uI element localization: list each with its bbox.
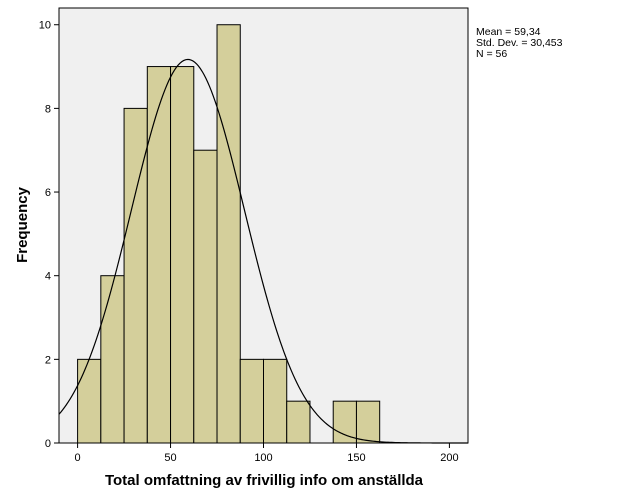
histogram-bar — [216, 24, 241, 444]
histogram-bar — [77, 358, 102, 444]
x-tick-label: 150 — [347, 452, 365, 464]
stats-n: N = 56 — [476, 48, 507, 60]
y-tick-label: 0 — [45, 438, 51, 450]
x-tick-label: 0 — [75, 452, 81, 464]
bars-layer — [77, 24, 381, 444]
stats-box: Mean = 59,34 Std. Dev. = 30,453 N = 56 — [476, 26, 563, 60]
y-tick-label: 8 — [45, 103, 51, 115]
y-tick-label: 10 — [39, 20, 51, 32]
x-tick-label: 50 — [164, 452, 176, 464]
histogram-bar — [193, 149, 218, 444]
histogram-bar — [355, 400, 381, 444]
histogram-bar — [239, 358, 265, 444]
histogram-bar — [286, 400, 311, 444]
histogram-bar — [170, 66, 195, 444]
y-axis: 0 2 4 6 8 10 — [39, 20, 59, 450]
y-tick-label: 4 — [45, 271, 51, 283]
histogram-bar — [263, 358, 288, 444]
histogram-bar — [146, 66, 172, 444]
x-axis-title: Total omfattning av frivillig info om an… — [105, 472, 424, 489]
histogram-bar — [332, 400, 357, 444]
stats-mean: Mean = 59,34 — [476, 26, 541, 38]
x-axis: 0 50 100 150 200 — [75, 443, 459, 464]
x-tick-label: 100 — [254, 452, 272, 464]
y-tick-label: 6 — [45, 187, 51, 199]
y-tick-label: 2 — [45, 354, 51, 366]
histogram-bar — [100, 275, 125, 444]
x-tick-label: 200 — [440, 452, 458, 464]
stats-std-dev: Std. Dev. = 30,453 — [476, 37, 563, 49]
y-axis-title: Frequency — [14, 186, 31, 263]
